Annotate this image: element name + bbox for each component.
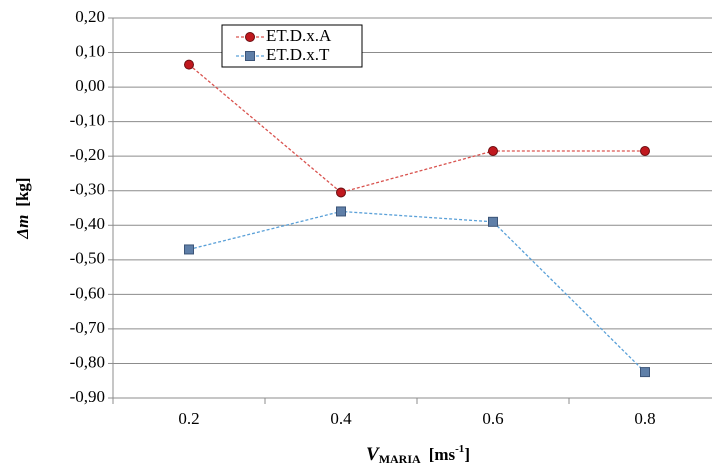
x-label-unit-close: ] [464,445,470,464]
legend: ET.D.x.AET.D.x.T [221,24,363,68]
data-point [184,59,194,70]
x-tick-label: 0.8 [634,409,655,428]
x-tick-label: 0.4 [330,409,352,428]
y-tick-label: 0,10 [75,41,105,60]
y-tick-label: -0,70 [70,318,105,337]
data-point [488,146,498,156]
y-tick-label: -0,20 [70,145,105,164]
y-label-symbol: Δm [13,215,32,240]
y-tick-label: -0,50 [70,249,105,268]
y-tick-label: 0,20 [75,7,105,26]
y-label-unit: [kg] [13,177,32,206]
y-tick-label: -0,80 [70,352,105,371]
y-tick-label: -0,60 [70,283,105,302]
series-line [188,64,645,194]
x-axis-label: VMARIA [ms-1] [366,443,470,466]
x-label-unit: [ms [429,445,456,464]
y-tick-label: -0,90 [70,387,105,406]
legend-marker [245,51,255,61]
x-label-symbol: V [366,444,380,465]
data-point [640,146,650,156]
data-point [184,244,194,255]
data-point [488,216,498,227]
y-tick-label: 0,00 [75,76,105,95]
data-point [336,206,346,217]
legend-label: ET.D.x.A [266,26,332,45]
x-label-exponent: -1 [455,443,464,455]
y-axis-label: Δm [kg] [13,177,32,239]
x-tick-label: 0.6 [482,409,503,428]
x-tick-label: 0.2 [178,409,199,428]
y-tick-label: -0,40 [70,214,105,233]
y-tick-label: -0,30 [70,180,105,199]
data-point [336,187,346,198]
series-line [188,210,646,373]
x-label-subscript: MARIA [379,452,421,466]
y-tick-label: -0,10 [70,111,105,130]
legend-label: ET.D.x.T [266,45,330,64]
data-point [640,367,650,378]
legend-marker [245,32,255,42]
